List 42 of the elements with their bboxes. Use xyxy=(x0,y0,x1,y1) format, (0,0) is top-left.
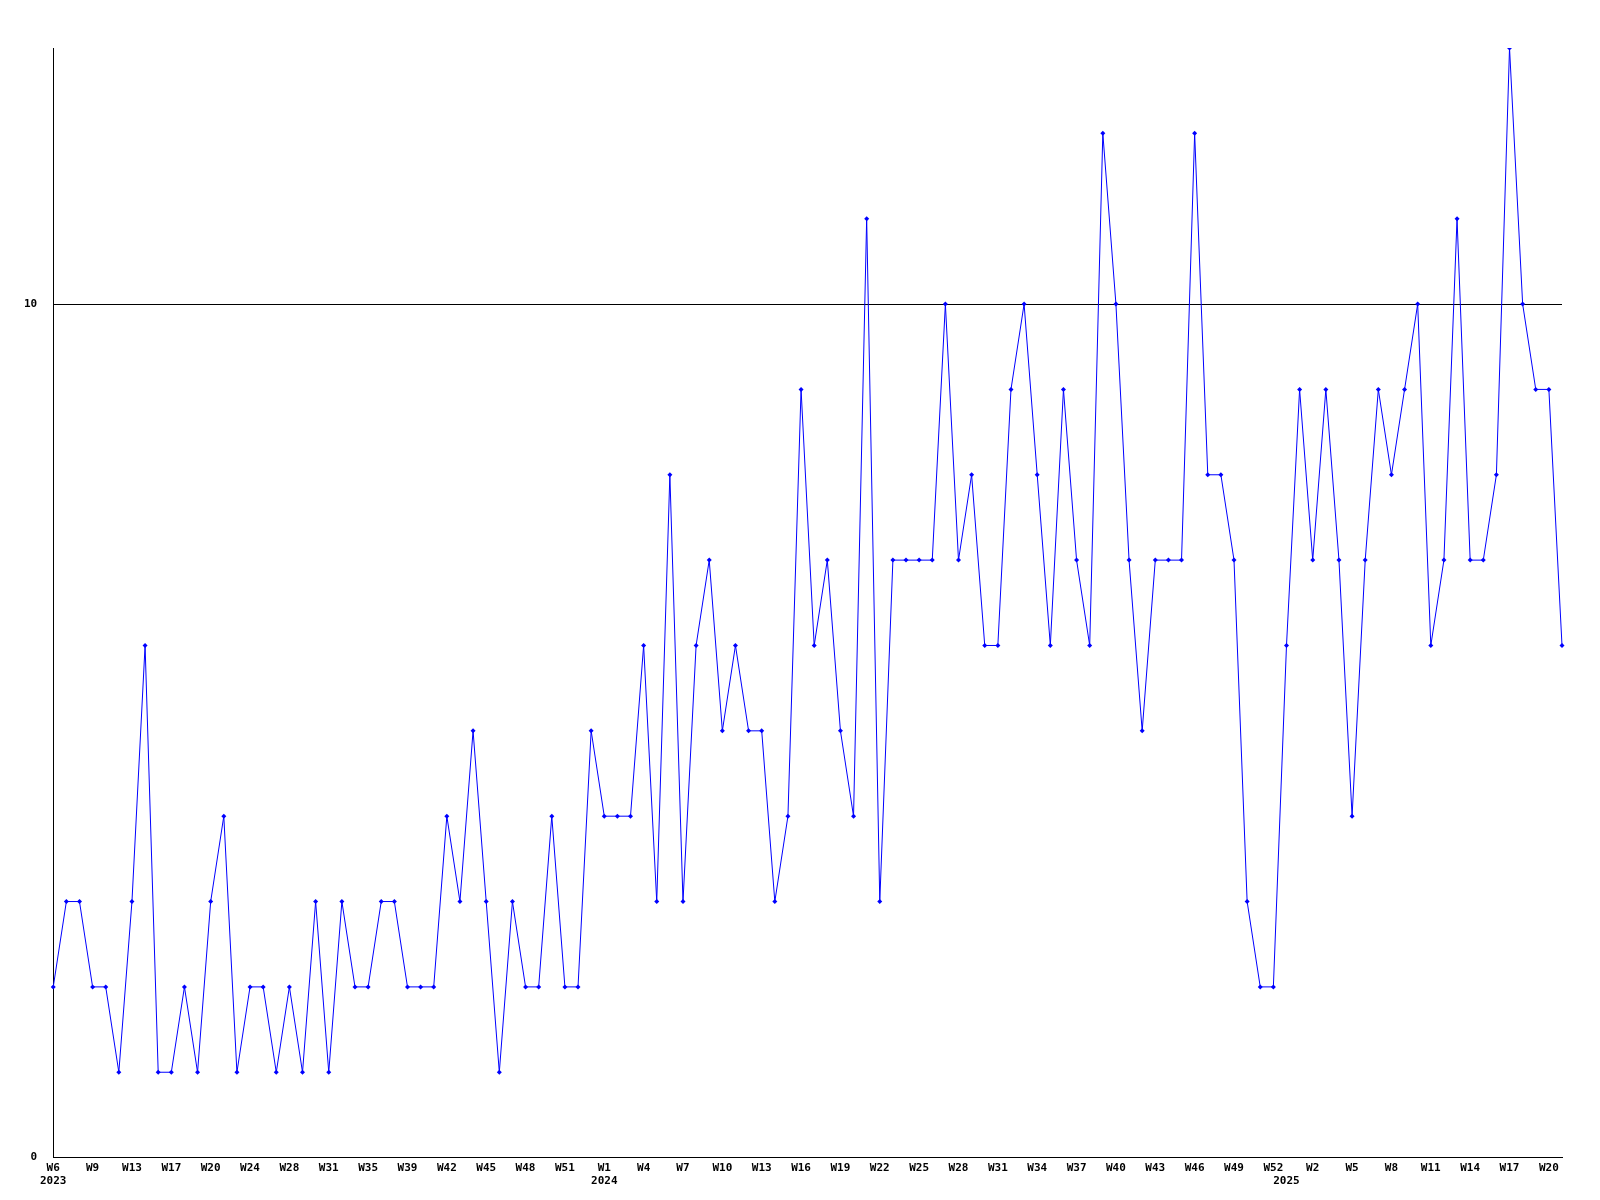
x-tick-label: W16 xyxy=(791,1161,812,1175)
x-tick-label: W2 xyxy=(1306,1161,1320,1175)
x-tick-label: W28 xyxy=(279,1161,300,1175)
x-tick-label: W14 xyxy=(1460,1161,1481,1175)
x-tick-label: W20 xyxy=(200,1161,221,1175)
x-tick-label: W39 xyxy=(397,1161,418,1175)
x-tick-label: W49 xyxy=(1224,1161,1244,1175)
x-tick-label: W17 xyxy=(161,1161,182,1175)
y-tick-label: 0 xyxy=(30,1150,38,1164)
x-tick-label: W13 xyxy=(122,1161,142,1175)
x-tick-label: W51 xyxy=(554,1161,576,1175)
x-tick-label: W17 xyxy=(1499,1161,1520,1175)
x-tick-label: W9 xyxy=(85,1161,100,1175)
x-tick-label: W20 xyxy=(1538,1161,1559,1175)
x-tick-label: W43 xyxy=(1145,1161,1166,1175)
y-tick-label: 10 xyxy=(24,296,38,310)
x-tick-label: W8 xyxy=(1384,1161,1399,1175)
x-tick-label: W25 xyxy=(909,1161,930,1175)
x-tick-label: W11 xyxy=(1420,1161,1442,1175)
x-tick-label: W35 xyxy=(358,1161,379,1175)
x-tick-label: W42 xyxy=(436,1161,457,1175)
x-tick-label: W13 xyxy=(751,1161,772,1175)
x-tick-label: W24 xyxy=(240,1161,261,1175)
x-tick-label: W4 xyxy=(637,1161,651,1175)
x-tick-label: W28 xyxy=(948,1161,969,1175)
x-tick-label: W10 xyxy=(712,1161,733,1175)
x-tick-label: W31 xyxy=(987,1161,1009,1175)
x-tick-label: W37 xyxy=(1066,1161,1087,1175)
x-tick-label: W5 xyxy=(1345,1161,1359,1175)
x-tick-label: W22 xyxy=(869,1161,890,1175)
x-tick-label: W7 xyxy=(676,1161,690,1175)
x-tick-label: W1 2024 xyxy=(591,1161,618,1188)
x-tick-label: W19 xyxy=(830,1161,851,1175)
x-tick-label: W48 xyxy=(515,1161,536,1175)
x-tick-label: W34 xyxy=(1027,1161,1048,1175)
x-tick-label: W6 2023 xyxy=(40,1161,67,1188)
x-tick-label: W52 xyxy=(1263,1161,1284,1175)
x-tick-label: W46 xyxy=(1184,1161,1205,1175)
x-tick-label: W40 xyxy=(1106,1161,1126,1175)
x-tick-label: 2025 xyxy=(1273,1174,1300,1188)
x-tick-label: W31 xyxy=(318,1161,340,1175)
x-tick-label: W45 xyxy=(476,1161,497,1175)
